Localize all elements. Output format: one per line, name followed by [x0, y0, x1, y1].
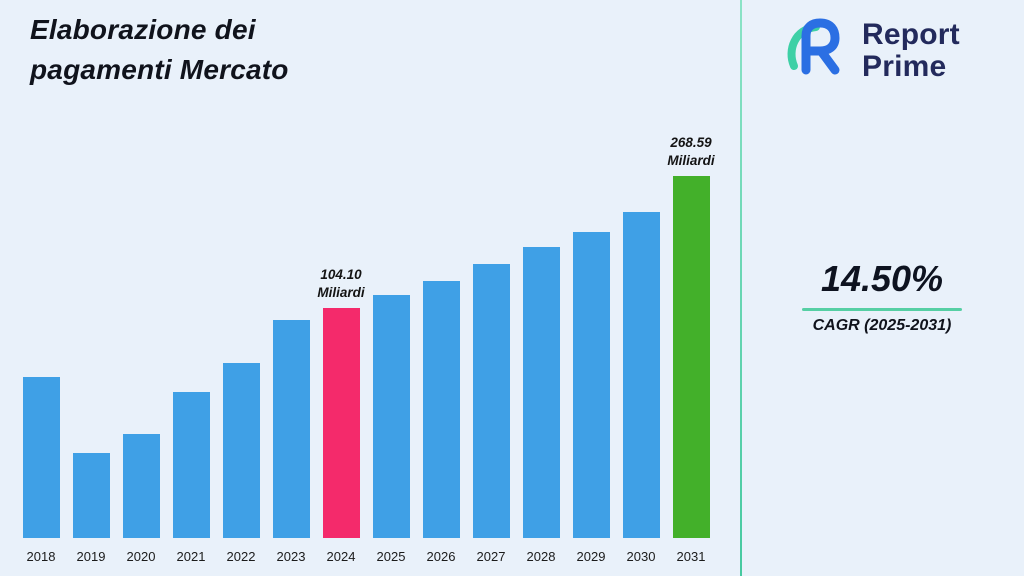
bar-2023: [272, 320, 310, 538]
bar-column-2020: 2020: [116, 110, 166, 566]
cagr-underline: [802, 308, 962, 311]
bar-value-label-2024: 104.10 Miliardi: [317, 267, 365, 300]
bar-column-2026: 2026: [416, 110, 466, 566]
cagr-label: CAGR (2025-2031): [812, 317, 952, 334]
x-axis-label-2030: 2030: [626, 549, 656, 564]
bar-2027: [472, 264, 510, 538]
bar-column-2024: 104.10 Miliardi 2024: [316, 110, 366, 566]
bar-2026: [422, 281, 460, 538]
vertical-divider: [740, 0, 742, 576]
bar-2021: [172, 392, 210, 538]
bar-2025: [372, 295, 410, 538]
x-axis-label-2028: 2028: [526, 549, 556, 564]
logo-wordmark-line1: Report: [862, 17, 960, 51]
bar-value-label-2031: 268.59 Miliardi: [667, 135, 715, 168]
x-axis-label-2024: 2024: [326, 549, 356, 564]
bar-2019: [72, 453, 110, 538]
bar-2024: [322, 308, 360, 538]
x-axis-label-2021: 2021: [176, 549, 206, 564]
bar-2030: [622, 212, 660, 538]
bar-column-2030: 2030: [616, 110, 666, 566]
x-axis-label-2020: 2020: [126, 549, 156, 564]
bar-2031: [672, 176, 710, 538]
bar-2020: [122, 434, 160, 538]
bar-column-2028: 2028: [516, 110, 566, 566]
x-axis-label-2022: 2022: [226, 549, 256, 564]
bar-2022: [222, 363, 260, 538]
x-axis-label-2025: 2025: [376, 549, 406, 564]
bar-column-2029: 2029: [566, 110, 616, 566]
bar-column-2031: 268.59 Miliardi 2031: [666, 110, 716, 566]
x-axis-label-2023: 2023: [276, 549, 306, 564]
bar-column-2023: 2023: [266, 110, 316, 566]
logo-wordmark: Report Prime: [862, 17, 960, 83]
bar-column-2019: 2019: [66, 110, 116, 566]
x-axis-label-2019: 2019: [76, 549, 106, 564]
cagr-value: 14.50%: [820, 258, 944, 299]
x-axis-label-2029: 2029: [576, 549, 606, 564]
page-title-line1: Elaborazione dei: [30, 14, 256, 45]
page-title: Elaborazione dei pagamenti Mercato: [30, 10, 289, 90]
bar-2029: [572, 232, 610, 538]
bar-column-2027: 2027: [466, 110, 516, 566]
bar-column-2018: 2018: [16, 110, 66, 566]
bar-column-2022: 2022: [216, 110, 266, 566]
x-axis-label-2018: 2018: [26, 549, 56, 564]
bar-column-2021: 2021: [166, 110, 216, 566]
x-axis-label-2031: 2031: [676, 549, 706, 564]
x-axis-label-2027: 2027: [476, 549, 506, 564]
report-prime-logo-icon: [778, 12, 850, 89]
logo-wordmark-line2: Prime: [862, 49, 947, 83]
page-title-line2: pagamenti Mercato: [30, 54, 289, 85]
x-axis-label-2026: 2026: [426, 549, 456, 564]
bar-column-2025: 2025: [366, 110, 416, 566]
bar-2028: [522, 247, 560, 538]
cagr-panel: 14.50% CAGR (2025-2031): [800, 258, 964, 335]
bar-chart: 2018 2019 2020 2021 2022 2023 104.10 Miliardi 20…: [16, 110, 716, 566]
report-prime-logo: Report Prime: [778, 12, 960, 89]
bar-2018: [22, 377, 60, 538]
